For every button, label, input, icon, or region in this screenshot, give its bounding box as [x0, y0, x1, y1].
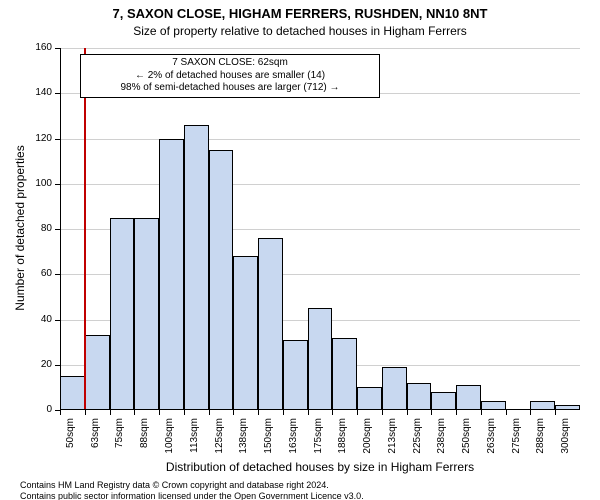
x-tick-label: 138sqm	[238, 418, 249, 458]
x-axis-label: Distribution of detached houses by size …	[60, 460, 580, 474]
bar	[85, 335, 110, 410]
x-tick	[506, 410, 507, 415]
x-tick	[308, 410, 309, 415]
x-tick	[233, 410, 234, 415]
bars-container	[60, 48, 580, 410]
x-tick	[357, 410, 358, 415]
footer-line-1: Contains HM Land Registry data © Crown c…	[20, 480, 364, 491]
y-tick	[55, 274, 60, 275]
histogram-chart	[60, 48, 580, 410]
x-tick	[332, 410, 333, 415]
x-tick-label: 175sqm	[313, 418, 324, 458]
bar	[159, 139, 184, 411]
callout-line-1: 7 SAXON CLOSE: 62sqm	[85, 57, 375, 70]
x-tick-label: 150sqm	[263, 418, 274, 458]
x-tick	[382, 410, 383, 415]
bar	[431, 392, 456, 410]
bar	[60, 376, 85, 410]
callout-line-2: ← 2% of detached houses are smaller (14)	[85, 70, 375, 83]
bar	[382, 367, 407, 410]
footer-attribution: Contains HM Land Registry data © Crown c…	[20, 480, 364, 500]
callout-line-3: 98% of semi-detached houses are larger (…	[85, 82, 375, 95]
x-tick	[184, 410, 185, 415]
x-tick-label: 213sqm	[387, 418, 398, 458]
bar	[233, 256, 258, 410]
y-axis-line	[60, 48, 61, 410]
root: 7, SAXON CLOSE, HIGHAM FERRERS, RUSHDEN,…	[0, 0, 600, 500]
x-tick-label: 88sqm	[139, 418, 150, 458]
y-axis-label: Number of detached properties	[13, 47, 27, 409]
x-tick-label: 50sqm	[65, 418, 76, 458]
x-tick-label: 125sqm	[214, 418, 225, 458]
bar	[209, 150, 234, 410]
callout-box: 7 SAXON CLOSE: 62sqm ← 2% of detached ho…	[80, 54, 380, 98]
y-tick	[55, 365, 60, 366]
bar	[184, 125, 209, 410]
x-tick-label: 275sqm	[511, 418, 522, 458]
x-tick-label: 250sqm	[461, 418, 472, 458]
x-axis-line	[60, 409, 580, 410]
x-tick-label: 100sqm	[164, 418, 175, 458]
bar	[283, 340, 308, 410]
bar	[456, 385, 481, 410]
x-tick	[407, 410, 408, 415]
y-tick	[55, 184, 60, 185]
x-tick	[456, 410, 457, 415]
footer-line-2: Contains public sector information licen…	[20, 491, 364, 500]
x-tick-label: 163sqm	[288, 418, 299, 458]
x-tick-label: 263sqm	[486, 418, 497, 458]
x-tick-label: 288sqm	[535, 418, 546, 458]
x-tick-label: 113sqm	[189, 418, 200, 458]
x-tick-label: 188sqm	[337, 418, 348, 458]
bar	[134, 218, 159, 410]
y-tick	[55, 320, 60, 321]
page-title: 7, SAXON CLOSE, HIGHAM FERRERS, RUSHDEN,…	[0, 6, 600, 21]
bar	[332, 338, 357, 410]
x-tick-label: 200sqm	[362, 418, 373, 458]
x-tick	[481, 410, 482, 415]
bar	[258, 238, 283, 410]
bar	[110, 218, 135, 410]
y-tick	[55, 139, 60, 140]
x-tick-label: 63sqm	[90, 418, 101, 458]
x-tick	[85, 410, 86, 415]
bar	[357, 387, 382, 410]
property-marker-line	[84, 48, 86, 410]
x-tick	[283, 410, 284, 415]
y-tick	[55, 93, 60, 94]
x-tick-label: 300sqm	[560, 418, 571, 458]
x-tick	[258, 410, 259, 415]
page-subtitle: Size of property relative to detached ho…	[0, 24, 600, 38]
x-tick	[60, 410, 61, 415]
x-tick-label: 225sqm	[412, 418, 423, 458]
x-tick-label: 75sqm	[114, 418, 125, 458]
x-tick	[159, 410, 160, 415]
bar	[407, 383, 432, 410]
x-tick	[110, 410, 111, 415]
x-tick	[209, 410, 210, 415]
x-tick	[530, 410, 531, 415]
y-tick	[55, 229, 60, 230]
bar	[308, 308, 333, 410]
x-tick	[555, 410, 556, 415]
x-tick	[134, 410, 135, 415]
x-tick	[431, 410, 432, 415]
x-tick-label: 238sqm	[436, 418, 447, 458]
y-tick	[55, 48, 60, 49]
